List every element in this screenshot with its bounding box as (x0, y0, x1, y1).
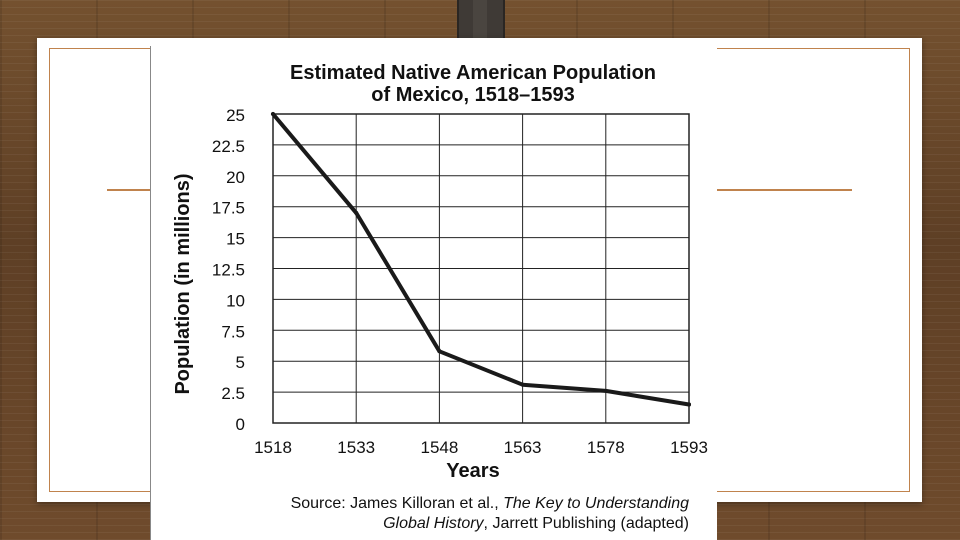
data-point (271, 112, 275, 116)
x-tick-label: 1563 (504, 438, 542, 457)
y-tick-label: 22.5 (212, 137, 245, 156)
data-point (603, 388, 608, 393)
y-axis-label: Population (in millions) (172, 173, 194, 394)
chart-figure: Estimated Native American Population of … (150, 46, 717, 540)
data-point (437, 349, 442, 354)
y-tick-label: 7.5 (221, 322, 245, 341)
x-tick-label: 1518 (254, 438, 292, 457)
data-point (687, 402, 691, 407)
x-tick-label: 1593 (670, 438, 708, 457)
y-tick-label: 0 (236, 415, 245, 434)
source-suffix: , Jarrett Publishing (adapted) (483, 515, 689, 532)
y-tick-label: 5 (236, 353, 245, 372)
source-prefix: Source: James Killoran et al., (290, 495, 504, 512)
chart-title: Estimated Native American Population (290, 62, 656, 84)
line-chart: Estimated Native American Population of … (172, 62, 708, 482)
y-tick-label: 2.5 (221, 384, 245, 403)
y-tick-label: 15 (226, 230, 245, 249)
y-tick-label: 10 (226, 291, 245, 310)
y-tick-label: 25 (226, 106, 245, 125)
series-line-population (271, 112, 691, 407)
chart-subtitle: of Mexico, 1518–1593 (371, 84, 574, 106)
data-point (354, 210, 359, 215)
data-point (520, 382, 525, 387)
y-tick-label: 20 (226, 168, 245, 187)
binder-clip (457, 0, 505, 40)
x-tick-label: 1578 (587, 438, 625, 457)
source-title-line2: Global History (383, 515, 484, 532)
x-tick-label: 1548 (420, 438, 458, 457)
y-tick-label: 12.5 (212, 261, 245, 280)
source-citation: Source: James Killoran et al., The Key t… (291, 494, 689, 534)
source-title-line1: The Key to Understanding (503, 495, 689, 512)
x-axis-label: Years (446, 460, 499, 482)
x-tick-label: 1533 (337, 438, 375, 457)
y-tick-label: 17.5 (212, 199, 245, 218)
